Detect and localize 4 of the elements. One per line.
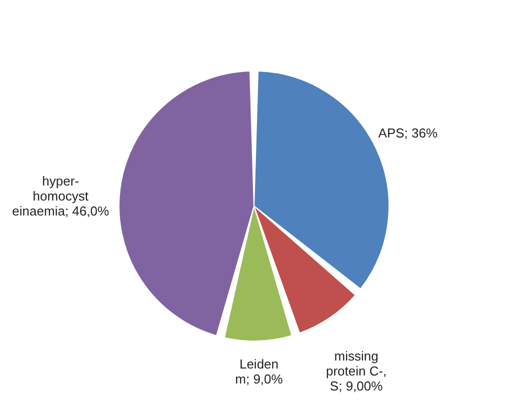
slice-label: hyper-homocyst einaemia; 46,0%	[12, 174, 110, 219]
slice-label: Leiden m; 9,0%	[235, 356, 284, 387]
slice-label: missing protein C-, S; 9,00%	[326, 348, 387, 394]
slice-label: APS; 36%	[378, 126, 438, 141]
